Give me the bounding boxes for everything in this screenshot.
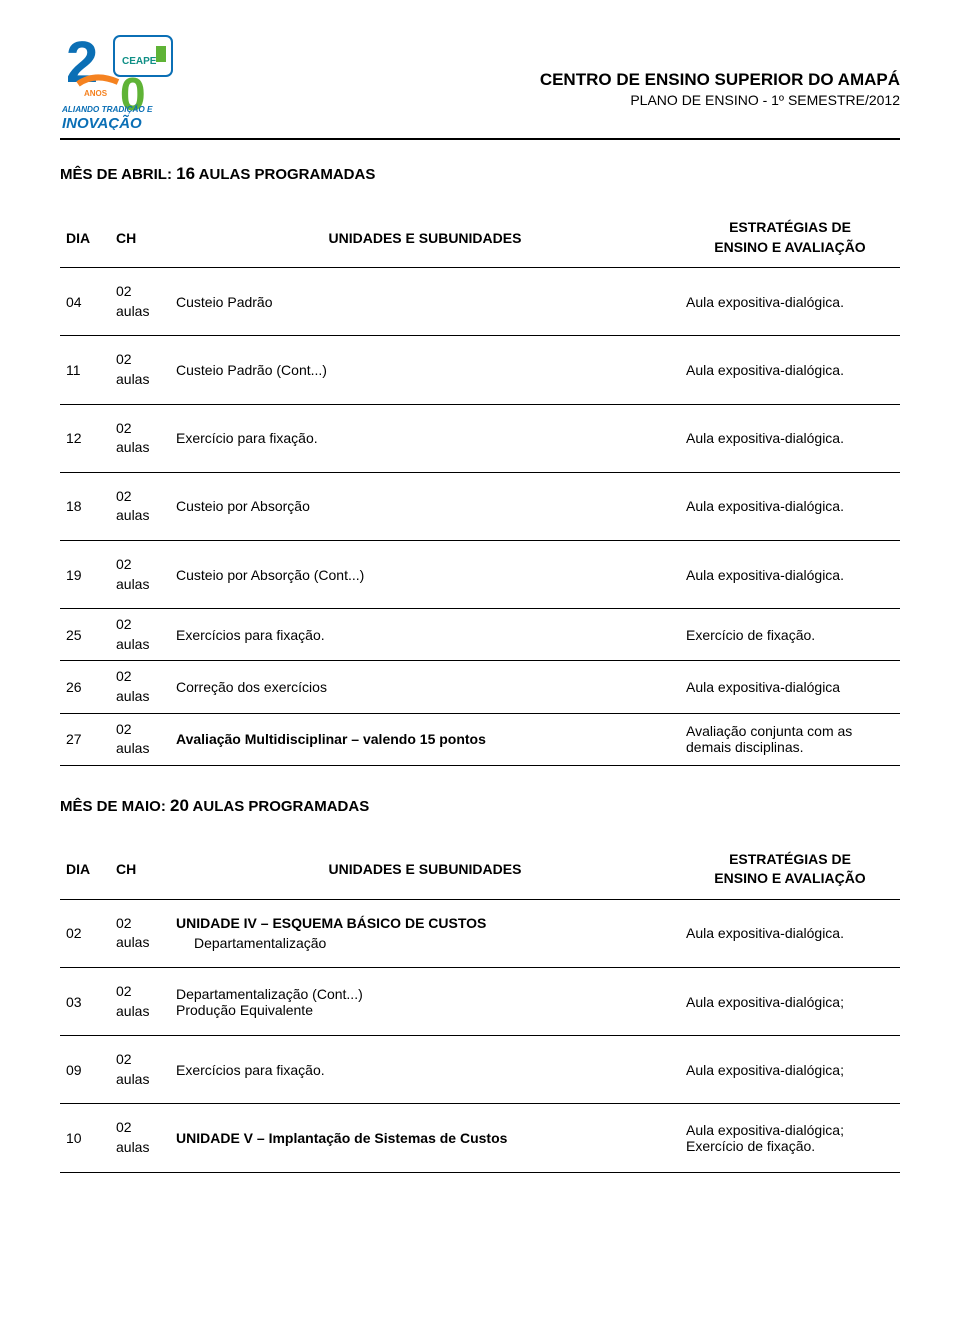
cell-ch: 02aulas [110, 1036, 170, 1104]
col-ch: CH [110, 208, 170, 268]
col-ch: CH [110, 840, 170, 900]
may-table: DIA CH UNIDADES E SUBUNIDADES ESTRATÉGIA… [60, 840, 900, 1173]
cell-strategy: Aula expositiva-dialógica. [680, 404, 900, 472]
cell-unit: Custeio por Absorção [170, 472, 680, 540]
col-unit: UNIDADES E SUBUNIDADES [170, 208, 680, 268]
table-row: 1902aulasCusteio por Absorção (Cont...)A… [60, 540, 900, 608]
cell-strategy: Exercício de fixação. [680, 609, 900, 661]
cell-ch: 02aulas [110, 404, 170, 472]
table-row: 2702aulasAvaliação Multidisciplinar – va… [60, 713, 900, 765]
cell-ch: 02aulas [110, 1104, 170, 1172]
cell-strategy: Aula expositiva-dialógica; [680, 1036, 900, 1104]
cell-unit: Custeio Padrão (Cont...) [170, 336, 680, 404]
table-row: 0402aulasCusteio PadrãoAula expositiva-d… [60, 268, 900, 336]
cell-ch: 02aulas [110, 472, 170, 540]
table-row: 2602aulasCorreção dos exercíciosAula exp… [60, 661, 900, 713]
cell-unit: Avaliação Multidisciplinar – valendo 15 … [170, 713, 680, 765]
cell-ch: 02aulas [110, 268, 170, 336]
cell-strategy: Aula expositiva-dialógica. [680, 472, 900, 540]
cell-strategy: Aula expositiva-dialógica [680, 661, 900, 713]
cell-unit: UNIDADE V – Implantação de Sistemas de C… [170, 1104, 680, 1172]
svg-text:CEAPE: CEAPE [122, 56, 157, 67]
header-divider [60, 138, 900, 140]
table-row: 0902aulasExercícios para fixação.Aula ex… [60, 1036, 900, 1104]
cell-strategy: Aula expositiva-dialógica; [680, 968, 900, 1036]
cell-dia: 04 [60, 268, 110, 336]
cell-ch: 02aulas [110, 661, 170, 713]
cell-ch: 02aulas [110, 713, 170, 765]
plan-subtitle: PLANO DE ENSINO - 1º SEMESTRE/2012 [220, 92, 900, 108]
table-row: 1002aulasUNIDADE V – Implantação de Sist… [60, 1104, 900, 1172]
table-row: 1802aulasCusteio por AbsorçãoAula exposi… [60, 472, 900, 540]
page-header: 2 CEAPE 0 ANOS ALIANDO TRADIÇÃO E INOVAÇ… [60, 30, 900, 130]
institution-name: CENTRO DE ENSINO SUPERIOR DO AMAPÁ [220, 70, 900, 90]
logo-two-icon: 2 [66, 30, 98, 95]
table-row: 1202aulasExercício para fixação.Aula exp… [60, 404, 900, 472]
cell-unit: Exercício para fixação. [170, 404, 680, 472]
table-row: 1102aulasCusteio Padrão (Cont...)Aula ex… [60, 336, 900, 404]
cell-ch: 02aulas [110, 899, 170, 967]
col-unit: UNIDADES E SUBUNIDADES [170, 840, 680, 900]
table-row: 0202aulasUNIDADE IV – ESQUEMA BÁSICO DE … [60, 899, 900, 967]
cell-strategy: Aula expositiva-dialógica. [680, 268, 900, 336]
svg-text:ALIANDO TRADIÇÃO E: ALIANDO TRADIÇÃO E [61, 104, 153, 114]
may-title: MÊS DE MAIO: 20 AULAS PROGRAMADAS [60, 796, 900, 816]
svg-text:INOVAÇÃO: INOVAÇÃO [62, 114, 142, 130]
cell-dia: 26 [60, 661, 110, 713]
cell-dia: 03 [60, 968, 110, 1036]
cell-unit: Exercícios para fixação. [170, 1036, 680, 1104]
cell-unit: UNIDADE IV – ESQUEMA BÁSICO DE CUSTOSDep… [170, 899, 680, 967]
cell-dia: 09 [60, 1036, 110, 1104]
cell-ch: 02aulas [110, 540, 170, 608]
table-row: 0302aulasDepartamentalização (Cont...)Pr… [60, 968, 900, 1036]
cell-dia: 10 [60, 1104, 110, 1172]
cell-unit: Departamentalização (Cont...)Produção Eq… [170, 968, 680, 1036]
cell-ch: 02aulas [110, 968, 170, 1036]
cell-strategy: Aula expositiva-dialógica. [680, 540, 900, 608]
col-strategy: ESTRATÉGIAS DE ENSINO E AVALIAÇÃO [680, 840, 900, 900]
table-row: 2502aulasExercícios para fixação.Exercíc… [60, 609, 900, 661]
cell-dia: 11 [60, 336, 110, 404]
cell-ch: 02aulas [110, 609, 170, 661]
cell-strategy: Avaliação conjunta com as demais discipl… [680, 713, 900, 765]
cell-dia: 02 [60, 899, 110, 967]
col-strategy: ESTRATÉGIAS DE ENSINO E AVALIAÇÃO [680, 208, 900, 268]
april-title: MÊS DE ABRIL: 16 AULAS PROGRAMADAS [60, 164, 900, 184]
cell-strategy: Aula expositiva-dialógica. [680, 336, 900, 404]
col-dia: DIA [60, 208, 110, 268]
cell-ch: 02aulas [110, 336, 170, 404]
cell-dia: 27 [60, 713, 110, 765]
cell-unit: Custeio por Absorção (Cont...) [170, 540, 680, 608]
cell-dia: 19 [60, 540, 110, 608]
april-table: DIA CH UNIDADES E SUBUNIDADES ESTRATÉGIA… [60, 208, 900, 766]
cell-strategy: Aula expositiva-dialógica. [680, 899, 900, 967]
cell-dia: 18 [60, 472, 110, 540]
cell-strategy: Aula expositiva-dialógica; Exercício de … [680, 1104, 900, 1172]
cell-unit: Exercícios para fixação. [170, 609, 680, 661]
cell-unit: Correção dos exercícios [170, 661, 680, 713]
logo: 2 CEAPE 0 ANOS ALIANDO TRADIÇÃO E INOVAÇ… [60, 30, 210, 130]
cell-dia: 25 [60, 609, 110, 661]
cell-dia: 12 [60, 404, 110, 472]
svg-text:ANOS: ANOS [84, 89, 108, 98]
cell-unit: Custeio Padrão [170, 268, 680, 336]
col-dia: DIA [60, 840, 110, 900]
